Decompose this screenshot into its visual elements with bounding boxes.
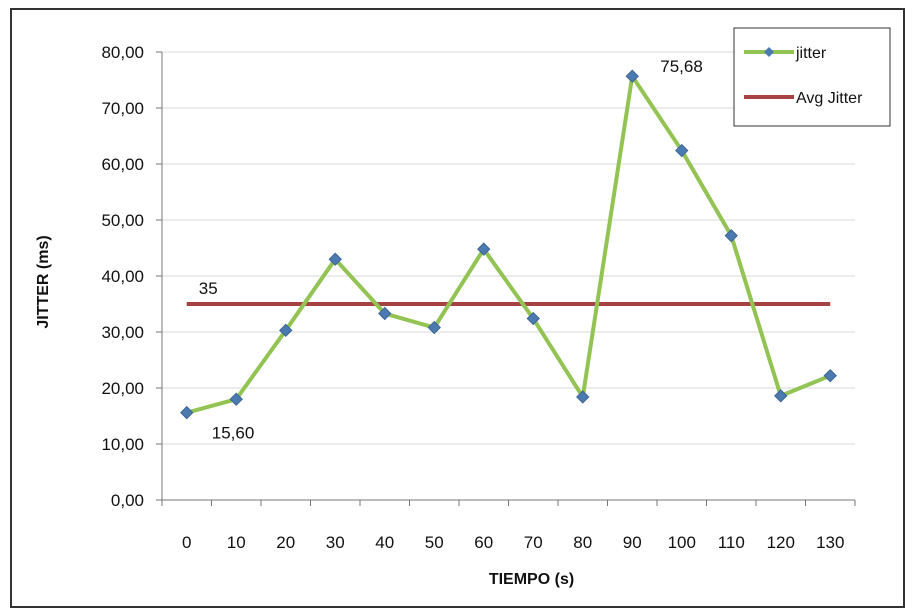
- x-axis-title: TIEMPO (s): [489, 571, 574, 588]
- y-axis-title: JITTER (ms): [35, 235, 52, 328]
- x-tick-label: 0: [182, 533, 191, 552]
- point-jitter-70: [526, 311, 540, 326]
- data-label-15-60: 15,60: [212, 424, 255, 443]
- x-tick-label: 70: [524, 533, 543, 552]
- point-jitter-90: [625, 69, 639, 83]
- x-tick-label: 30: [326, 533, 345, 552]
- series-line-jitter: [186, 74, 832, 415]
- y-tick-label: 40,00: [101, 267, 144, 286]
- x-tick-label: 90: [623, 533, 642, 552]
- x-tick-label: 20: [276, 533, 295, 552]
- point-jitter-50: [427, 320, 441, 335]
- legend: jitter Avg Jitter: [733, 27, 891, 127]
- axes: 0,00 10,00 20,00 30,00 40,00 50,00 60,00 70,00 8…: [35, 43, 856, 588]
- gridlines: [162, 51, 855, 445]
- x-tick-label: 100: [668, 533, 696, 552]
- series: [180, 69, 837, 420]
- labels: 75,68 15,60 35: [199, 57, 703, 442]
- x-tick-label: 60: [474, 533, 493, 552]
- x-tick-label: 50: [425, 533, 444, 552]
- data-label-75-68: 75,68: [660, 57, 703, 76]
- legend-marker-jitter: [764, 47, 774, 57]
- y-tick-label: 70,00: [101, 99, 144, 118]
- legend-label-0: jitter: [795, 45, 827, 62]
- x-tick-label: 130: [816, 533, 844, 552]
- point-jitter-110: [724, 228, 738, 243]
- y-tick-label: 50,00: [101, 211, 144, 230]
- point-jitter-100: [675, 143, 689, 158]
- x-tick-label: 40: [375, 533, 394, 552]
- point-jitter-120: [774, 389, 788, 403]
- y-tick-label: 80,00: [101, 43, 144, 62]
- y-tick-label: 10,00: [101, 435, 144, 454]
- point-jitter-130: [823, 368, 837, 383]
- y-tick-label: 0,00: [111, 491, 144, 510]
- legend-label-1: Avg Jitter: [796, 90, 863, 107]
- chart-frame: 0,00 10,00 20,00 30,00 40,00 50,00 60,00 70,00 8…: [10, 8, 905, 608]
- y-tick-label: 20,00: [101, 379, 144, 398]
- x-tick-label: 10: [227, 533, 246, 552]
- point-jitter-0: [180, 405, 194, 420]
- point-jitter-20: [279, 323, 293, 338]
- point-jitter-10: [229, 392, 243, 406]
- line-chart: 0,00 10,00 20,00 30,00 40,00 50,00 60,00 70,00 8…: [35, 27, 891, 588]
- legend-box: [733, 27, 891, 127]
- point-jitter-80: [576, 390, 590, 404]
- point-jitter-40: [378, 306, 392, 321]
- x-tick-label: 80: [573, 533, 592, 552]
- y-tick-label: 30,00: [101, 323, 144, 342]
- point-jitter-60: [477, 242, 491, 256]
- x-tick-label: 110: [718, 533, 745, 552]
- point-jitter-30: [328, 252, 342, 266]
- data-label-35: 35: [199, 279, 218, 298]
- y-tick-label: 60,00: [101, 155, 144, 174]
- x-tick-label: 120: [767, 533, 795, 552]
